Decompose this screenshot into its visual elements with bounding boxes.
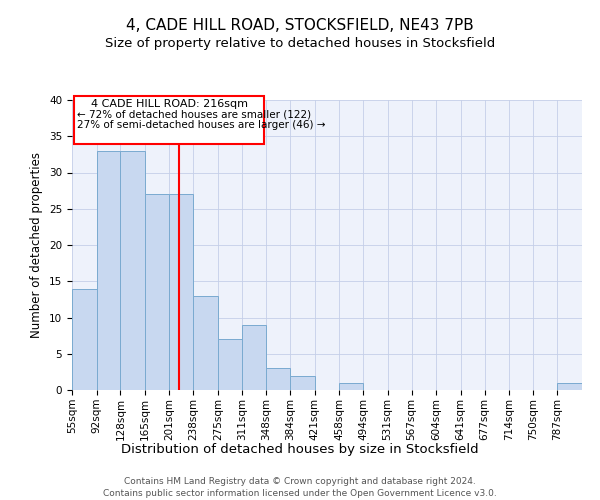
Bar <box>121 151 145 390</box>
Bar <box>242 325 266 390</box>
Bar <box>290 376 315 390</box>
Bar <box>339 383 363 390</box>
Bar <box>145 194 169 390</box>
Text: Contains HM Land Registry data © Crown copyright and database right 2024.: Contains HM Land Registry data © Crown c… <box>124 478 476 486</box>
Text: Distribution of detached houses by size in Stocksfield: Distribution of detached houses by size … <box>121 442 479 456</box>
Bar <box>266 368 290 390</box>
Text: 27% of semi-detached houses are larger (46) →: 27% of semi-detached houses are larger (… <box>77 120 325 130</box>
Bar <box>72 288 97 390</box>
Bar <box>557 383 582 390</box>
Bar <box>193 296 218 390</box>
Text: Size of property relative to detached houses in Stocksfield: Size of property relative to detached ho… <box>105 38 495 51</box>
Text: 4, CADE HILL ROAD, STOCKSFIELD, NE43 7PB: 4, CADE HILL ROAD, STOCKSFIELD, NE43 7PB <box>126 18 474 32</box>
Y-axis label: Number of detached properties: Number of detached properties <box>31 152 43 338</box>
Bar <box>169 194 193 390</box>
Text: Contains public sector information licensed under the Open Government Licence v3: Contains public sector information licen… <box>103 489 497 498</box>
Text: 4 CADE HILL ROAD: 216sqm: 4 CADE HILL ROAD: 216sqm <box>91 98 248 108</box>
Text: ← 72% of detached houses are smaller (122): ← 72% of detached houses are smaller (12… <box>77 110 311 120</box>
Bar <box>97 151 121 390</box>
FancyBboxPatch shape <box>74 96 265 144</box>
Bar <box>218 339 242 390</box>
